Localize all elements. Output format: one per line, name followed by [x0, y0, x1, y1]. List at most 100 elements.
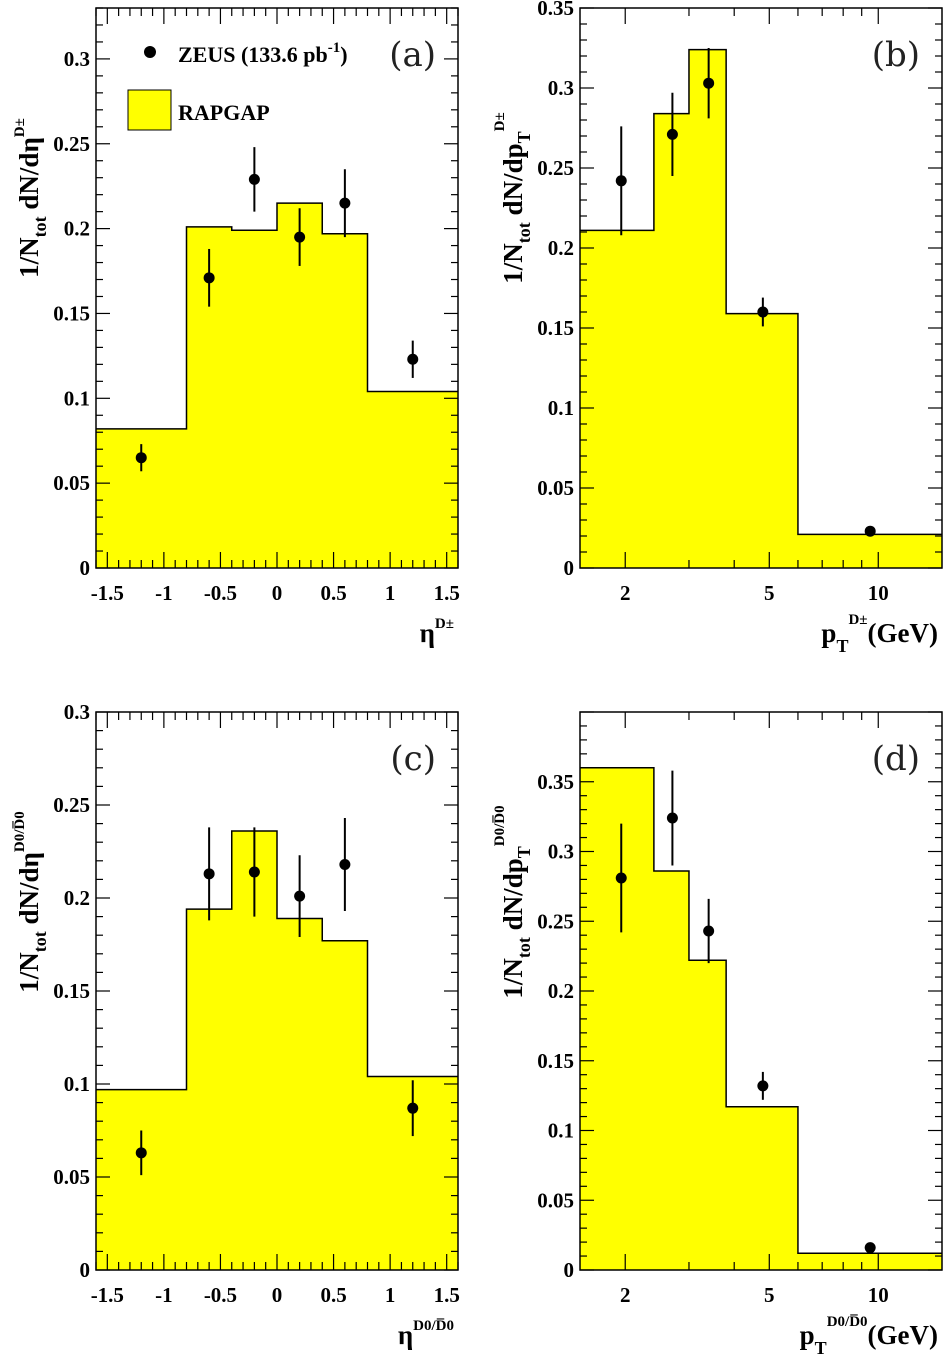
- x-tick-label: 10: [868, 581, 889, 605]
- y-tick-label: 0.3: [548, 840, 574, 864]
- y-tick-label: 0.25: [53, 132, 90, 156]
- y-axis-title: 1/Ntot dN/dηD0/D̅0: [12, 811, 50, 992]
- data-point: [666, 128, 678, 140]
- y-tick-label: 0.1: [64, 386, 90, 410]
- x-axis-title: pTD0/D̅0(GeV): [800, 1314, 938, 1358]
- x-tick-label: 0: [272, 581, 283, 605]
- y-tick-label: 0.05: [53, 1165, 90, 1189]
- y-tick-label: 0.05: [537, 1188, 574, 1212]
- x-tick-label: 0.5: [320, 581, 346, 605]
- y-tick-label: 0.2: [64, 886, 90, 910]
- y-tick-label: 0.3: [64, 47, 90, 71]
- data-point: [248, 173, 260, 185]
- data-point: [407, 1102, 419, 1114]
- y-tick-label: 0.2: [548, 979, 574, 1003]
- x-tick-label: -0.5: [204, 581, 237, 605]
- panel-d: 0 0.05 0.1 0.15 0.2 0.25 0.3 0.35 2 5 10 (d) 1/Ntot …: [492, 711, 943, 1358]
- y-tick-label: 0.15: [537, 316, 574, 340]
- legend-data-label: ZEUS (133.6 pb-1): [178, 40, 348, 67]
- data-point: [615, 872, 627, 884]
- y-axis-title: 1/Ntot dN/dpTD±: [492, 112, 534, 283]
- y-tick-label: 0.1: [548, 396, 574, 420]
- x-tick-label: 1: [385, 1283, 396, 1307]
- legend-mc-label: RAPGAP: [178, 100, 270, 125]
- y-tick-label: 0.2: [548, 236, 574, 260]
- x-tick-label: -1: [155, 581, 173, 605]
- y-tick-label: 0: [564, 556, 575, 580]
- legend: ZEUS (133.6 pb-1) RAPGAP: [127, 40, 348, 131]
- data-point: [339, 859, 351, 871]
- y-tick-label: 0: [80, 556, 91, 580]
- y-tick-label: 0.35: [537, 770, 574, 794]
- x-tick-label: 10: [868, 1283, 889, 1307]
- data-point: [203, 868, 215, 880]
- data-point: [339, 197, 351, 209]
- x-axis-title: ηD0/D̅0: [398, 1318, 454, 1350]
- data-point: [703, 77, 715, 89]
- histogram-fill: [580, 767, 942, 1270]
- y-tick-label: 0.1: [64, 1072, 90, 1096]
- panel-label: (d): [872, 739, 920, 779]
- data-point: [248, 866, 260, 878]
- data-point: [407, 353, 419, 365]
- x-tick-label: 5: [764, 1283, 775, 1307]
- y-tick-label: 0.35: [537, 0, 574, 20]
- panel-b: 0 0.05 0.1 0.15 0.2 0.25 0.3 0.35 2 5 10 (b) 1/Ntot …: [492, 0, 943, 656]
- data-point: [615, 175, 627, 187]
- y-tick-label: 0.2: [64, 217, 90, 241]
- histogram-line: [96, 202, 458, 430]
- x-tick-label: 0.5: [320, 1283, 346, 1307]
- data-point: [294, 890, 306, 902]
- x-tick-label: 1.5: [434, 581, 460, 605]
- y-tick-label: 0.15: [53, 979, 90, 1003]
- data-point: [135, 452, 147, 464]
- data-point: [864, 1242, 876, 1254]
- y-tick-label: 0.15: [53, 301, 90, 325]
- y-tick-label: 0: [80, 1258, 91, 1282]
- y-tick-label: 0.05: [53, 471, 90, 495]
- x-tick-label: 1: [385, 581, 396, 605]
- histogram-line: [96, 830, 458, 1091]
- panel-label: (a): [389, 35, 436, 75]
- y-tick-label: 0.25: [53, 793, 90, 817]
- x-tick-label: 1.5: [434, 1283, 460, 1307]
- y-tick-label: 0.15: [537, 1049, 574, 1073]
- y-tick-label: 0.3: [548, 76, 574, 100]
- histogram-fill: [96, 203, 458, 568]
- x-axis-title: ηD±: [420, 616, 454, 648]
- panel-c: 0 0.05 0.1 0.15 0.2 0.25 0.3 -1.5 -1 -0.5 0 0.5 1 1.5…: [12, 700, 460, 1350]
- data-point: [666, 812, 678, 824]
- y-axis-title: 1/Ntot dN/dηD±: [12, 118, 50, 278]
- data-point: [294, 231, 306, 243]
- data-point: [757, 1080, 769, 1092]
- x-tick-label: 2: [620, 1283, 631, 1307]
- x-tick-label: -0.5: [204, 1283, 237, 1307]
- x-tick-label: -1.5: [91, 581, 124, 605]
- y-tick-label: 0.05: [537, 476, 574, 500]
- y-axis-title: 1/Ntot dN/dpTD0/D̅0: [492, 805, 534, 998]
- plot-frame: [579, 7, 943, 569]
- x-axis-title: pTD±(GeV): [821, 612, 938, 656]
- legend-data-marker: [144, 46, 156, 58]
- x-tick-label: 5: [764, 581, 775, 605]
- histogram-line: [580, 767, 942, 1255]
- x-tick-label: -1.5: [91, 1283, 124, 1307]
- panel-label: (b): [872, 35, 920, 75]
- y-tick-label: 0.25: [537, 909, 574, 933]
- histogram-fill: [580, 49, 942, 569]
- y-tick-label: 0.25: [537, 156, 574, 180]
- y-tick-label: 0: [564, 1258, 575, 1282]
- histogram-line: [580, 48, 942, 536]
- data-point: [703, 925, 715, 937]
- data-point: [757, 306, 769, 318]
- data-point: [864, 525, 876, 537]
- y-tick-label: 0.3: [64, 700, 90, 724]
- panel-label: (c): [390, 739, 436, 779]
- legend-mc-swatch: [127, 89, 172, 131]
- panel-a: 0 0.05 0.1 0.15 0.2 0.25 0.3 -1.5 -1 -0.5 0 0.5 1 1.5…: [12, 7, 460, 648]
- x-tick-label: 2: [620, 581, 631, 605]
- data-point: [203, 272, 215, 284]
- x-tick-label: -1: [155, 1283, 173, 1307]
- y-tick-label: 0.1: [548, 1119, 574, 1143]
